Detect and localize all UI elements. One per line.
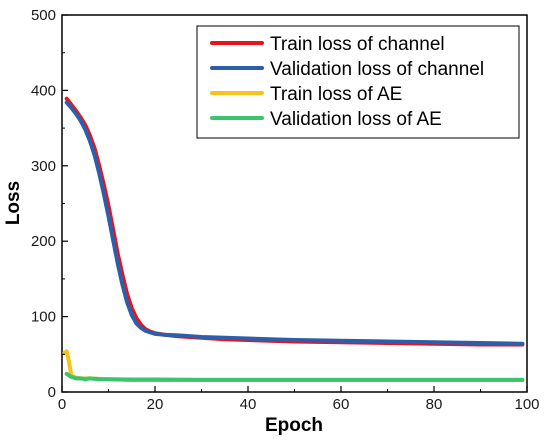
x-axis: 0 20 40 60 80 100 [58,386,540,413]
series-line-4 [64,371,525,382]
y-axis-title: Loss [3,181,24,225]
series-group [62,96,525,382]
y-tick-label: 400 [31,82,56,99]
x-tick-label: 80 [426,396,443,413]
y-tick-label: 300 [31,158,56,175]
x-tick-label: 0 [58,396,66,413]
x-tick-label: 100 [514,396,539,413]
x-axis-title: Epoch [265,415,323,436]
y-tick-label: 500 [31,7,56,24]
y-tick-label: 0 [48,384,56,401]
legend-label-3: Train loss of AE [270,84,402,105]
x-tick-label: 20 [147,396,164,413]
legend-label-1: Train loss of channel [270,34,445,55]
y-tick-label: 200 [31,233,56,250]
series-line-2 [64,100,525,346]
y-tick-label: 100 [31,309,56,326]
y-axis: 0 100 200 300 400 500 [31,7,68,401]
x-tick-label: 60 [333,396,350,413]
x-tick-label: 40 [240,396,257,413]
legend-label-2: Validation loss of channel [270,59,484,80]
legend: Train loss of channel Validation loss of … [196,25,520,139]
legend-label-4: Validation loss of AE [270,109,442,130]
